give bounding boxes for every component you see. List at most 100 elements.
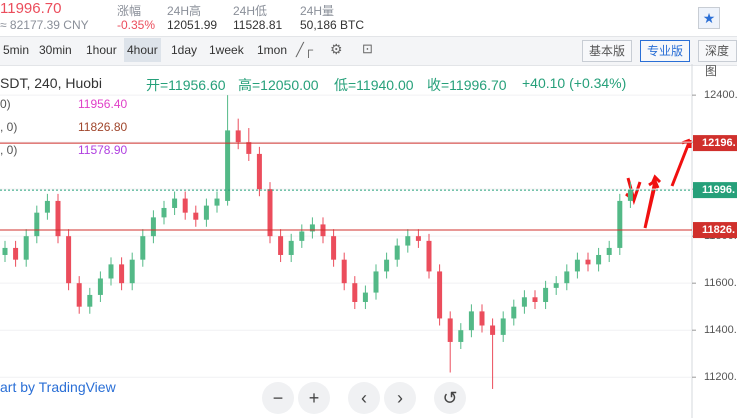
candle-body xyxy=(606,247,612,255)
nav-button[interactable]: + xyxy=(298,382,330,414)
candle-body xyxy=(161,207,167,218)
interval-button[interactable]: 5min xyxy=(3,43,30,57)
candle-body xyxy=(352,283,358,302)
cny: ≈ 82177.39 CNY xyxy=(0,18,89,32)
snapshot-icon[interactable]: ⊡ xyxy=(362,41,373,56)
candle-body xyxy=(521,297,527,307)
candle-body xyxy=(278,236,284,255)
interval-button[interactable]: 1week xyxy=(209,43,244,57)
candle-body xyxy=(447,318,453,342)
candle-body xyxy=(203,205,209,220)
candle-body xyxy=(150,217,156,237)
candle-body xyxy=(119,264,125,284)
stat-value: 11528.81 xyxy=(233,18,283,32)
candle-body xyxy=(532,297,538,302)
interval-button[interactable]: 1day xyxy=(171,43,198,57)
nav-button[interactable]: › xyxy=(384,382,416,414)
legend-high: 高=12050.00 xyxy=(238,77,319,93)
candle-body xyxy=(564,271,570,284)
candle-body xyxy=(437,271,443,319)
price-tag-label: 11996. xyxy=(702,184,735,196)
candle-body xyxy=(66,236,72,284)
stat-value: -0.35% xyxy=(117,18,156,32)
y-tick-label: 12400.00 xyxy=(704,89,737,101)
nav-button[interactable]: − xyxy=(262,382,294,414)
candle-body xyxy=(235,130,241,143)
candle-body xyxy=(373,271,379,293)
candle-body xyxy=(585,259,591,265)
candle-body xyxy=(214,198,220,206)
candle-body xyxy=(415,236,421,241)
nav-button[interactable]: ‹ xyxy=(348,382,380,414)
candle-body xyxy=(97,278,103,295)
candle-body xyxy=(468,311,474,331)
candle-body xyxy=(596,254,602,265)
watermark: art by TradingView xyxy=(0,379,116,395)
candle-body xyxy=(500,318,506,335)
legend-label: , 0) xyxy=(0,120,18,134)
candle-body xyxy=(458,330,464,342)
legend-label: , 0) xyxy=(0,143,18,157)
legend-label: 0) xyxy=(0,97,11,111)
y-tick-label: 11200.00 xyxy=(704,371,737,383)
price-tag-label: 11826. xyxy=(702,224,735,236)
price-tag xyxy=(693,182,737,199)
candle-body xyxy=(76,283,82,307)
legend-symbol: SDT, 240, Huobi xyxy=(0,75,102,91)
stat-label: 涨幅 xyxy=(117,4,142,18)
candle-body xyxy=(511,306,517,319)
candle-body xyxy=(256,153,262,190)
pro-button[interactable]: 专业版 xyxy=(640,40,691,62)
interval-button[interactable]: 4hour xyxy=(124,38,161,62)
indicator-icon[interactable]: ╱┌ xyxy=(296,42,314,57)
stat-value: 50,186 BTC xyxy=(300,18,365,32)
candle-body xyxy=(129,259,135,284)
settings-icon[interactable]: ⚙ xyxy=(330,41,343,57)
candle-body xyxy=(34,212,40,237)
y-tick-label: 11400.00 xyxy=(704,324,737,336)
candle-body xyxy=(405,236,411,246)
legend-value: 11956.40 xyxy=(78,97,128,111)
candle-body xyxy=(225,130,231,201)
candle-body xyxy=(140,236,146,260)
candle-body xyxy=(617,200,623,248)
price: 11996.70 xyxy=(0,0,62,17)
depth-button[interactable]: 深度图 xyxy=(698,40,737,78)
interval-button[interactable]: 1hour xyxy=(86,43,117,57)
favorite-button[interactable]: ★ xyxy=(698,7,720,29)
candle-body xyxy=(108,264,114,279)
candle-body xyxy=(246,142,252,154)
candle-body xyxy=(574,259,580,272)
legend-low: 低=11940.00 xyxy=(334,77,414,93)
candle-body xyxy=(479,311,485,326)
candle-body xyxy=(490,325,496,335)
legend-close: 收=11996.70 xyxy=(427,77,507,93)
candle-body xyxy=(172,198,178,208)
stat-label: 24H量 xyxy=(300,4,335,18)
legend-value: 11578.90 xyxy=(78,143,128,157)
interval-button[interactable]: 1mon xyxy=(257,43,288,57)
candle-body xyxy=(384,259,390,272)
legend-value: 11826.80 xyxy=(78,120,128,134)
candle-body xyxy=(13,247,19,260)
legend-open: 开=11956.60 xyxy=(146,77,226,93)
price-tag xyxy=(693,135,737,152)
nav-button[interactable]: ↺ xyxy=(434,382,466,414)
candle-body xyxy=(55,200,61,237)
interval-button[interactable]: 30min xyxy=(39,43,72,57)
legend-change: +40.10 (+0.34%) xyxy=(522,75,627,91)
stat-label: 24H低 xyxy=(233,4,268,18)
candle-body xyxy=(44,200,50,213)
candle-body xyxy=(341,259,347,284)
basic-button[interactable]: 基本版 xyxy=(582,40,633,62)
candle-body xyxy=(394,245,400,260)
price-tag xyxy=(693,222,737,239)
candle-body xyxy=(87,294,93,307)
y-tick-label: 11600.00 xyxy=(704,277,737,289)
candle-body xyxy=(193,212,199,220)
annotation-arrows xyxy=(625,138,692,229)
candle-body xyxy=(2,247,8,255)
candle-body xyxy=(309,224,315,232)
